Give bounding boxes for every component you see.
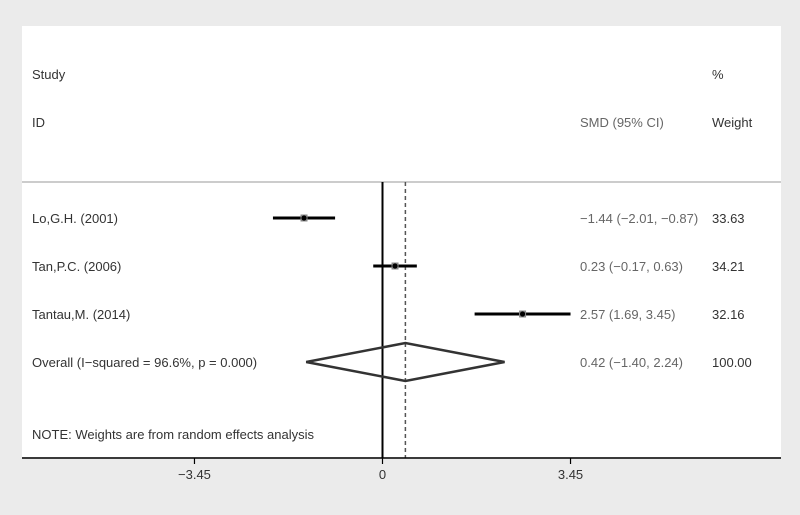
study-label: Lo,G.H. (2001): [32, 211, 118, 226]
x-tick-label: −3.45: [178, 467, 211, 482]
study-ci-text: 0.23 (−0.17, 0.63): [580, 259, 683, 274]
header-id: ID: [32, 115, 45, 130]
study-label: Tan,P.C. (2006): [32, 259, 121, 274]
study-ci-text: 2.57 (1.69, 3.45): [580, 307, 675, 322]
study-point: [301, 215, 307, 221]
x-tick-label: 3.45: [558, 467, 583, 482]
overall-label: Overall (I−squared = 96.6%, p = 0.000): [32, 355, 257, 370]
overall-weight: 100.00: [712, 355, 752, 370]
header-smd: SMD (95% CI): [580, 115, 664, 130]
overall-ci-text: 0.42 (−1.40, 2.24): [580, 355, 683, 370]
header-percent: %: [712, 67, 724, 82]
study-point: [519, 311, 526, 317]
header-study: Study: [32, 67, 66, 82]
footnote: NOTE: Weights are from random effects an…: [32, 427, 315, 442]
study-weight: 33.63: [712, 211, 745, 226]
study-weight: 34.21: [712, 259, 745, 274]
x-tick-label: 0: [379, 467, 386, 482]
header-weight: Weight: [712, 115, 753, 130]
overall-diamond: [305, 341, 505, 383]
study-weight: 32.16: [712, 307, 745, 322]
study-label: Tantau,M. (2014): [32, 307, 130, 322]
plot-panel: [22, 26, 781, 457]
study-ci-text: −1.44 (−2.01, −0.87): [580, 211, 698, 226]
study-point: [392, 263, 398, 269]
